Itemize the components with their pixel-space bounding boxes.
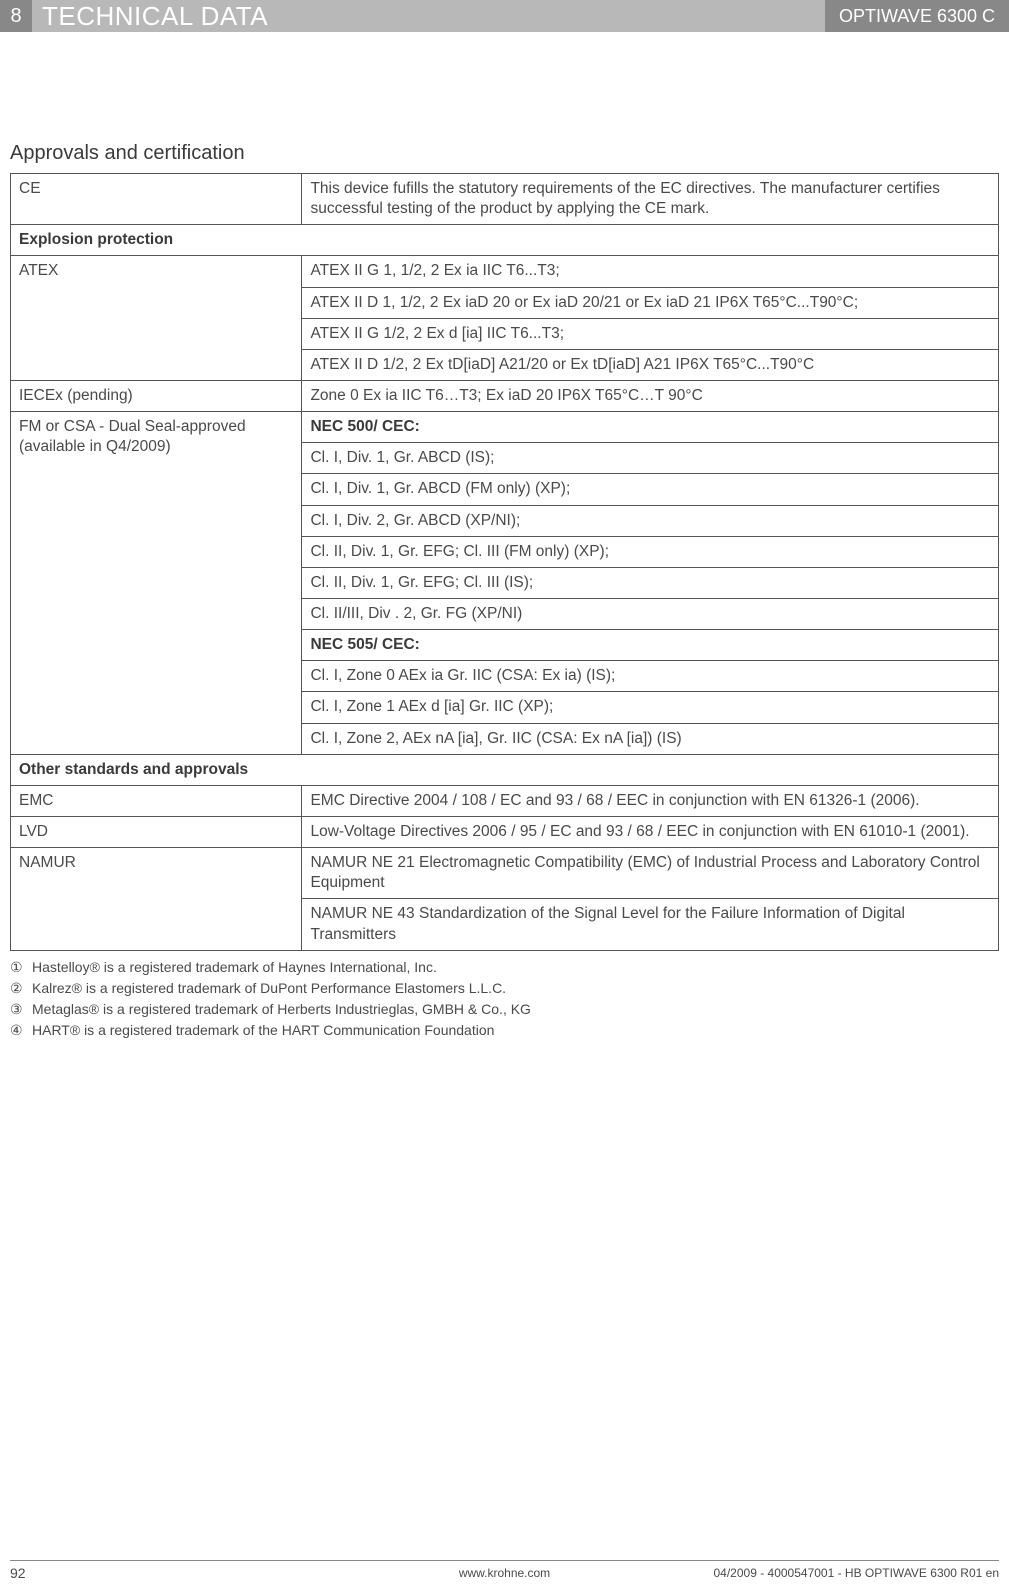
cell-value: Cl. II/III, Div . 2, Gr. FG (XP/NI): [302, 598, 999, 629]
doc-reference: 04/2009 - 4000547001 - HB OPTIWAVE 6300 …: [713, 1566, 999, 1580]
footnote-number: ②: [10, 978, 26, 999]
chapter-number: 8: [0, 0, 32, 32]
footnote-text: Kalrez® is a registered trademark of DuP…: [32, 978, 506, 999]
section-header-cell: Other standards and approvals: [11, 754, 999, 785]
footnote-text: HART® is a registered trademark of the H…: [32, 1020, 494, 1041]
cell-label: FM or CSA - Dual Seal-approved (availabl…: [11, 412, 302, 755]
cell-label: NAMUR: [11, 848, 302, 951]
table-row: IECEx (pending) Zone 0 Ex ia IIC T6…T3; …: [11, 380, 999, 411]
footnotes: ① Hastelloy® is a registered trademark o…: [10, 957, 999, 1041]
cell-value: EMC Directive 2004 / 108 / EC and 93 / 6…: [302, 785, 999, 816]
footnote: ② Kalrez® is a registered trademark of D…: [10, 978, 999, 999]
cell-value: Cl. I, Zone 0 AEx ia Gr. IIC (CSA: Ex ia…: [302, 661, 999, 692]
cell-subheader: NEC 505/ CEC:: [302, 630, 999, 661]
cell-value: Cl. II, Div. 1, Gr. EFG; Cl. III (FM onl…: [302, 536, 999, 567]
cell-value: NAMUR NE 21 Electromagnetic Compatibilit…: [302, 848, 999, 899]
footnote-text: Metaglas® is a registered trademark of H…: [32, 999, 531, 1020]
cell-value: Cl. I, Div. 1, Gr. ABCD (IS);: [302, 443, 999, 474]
footnote: ④ HART® is a registered trademark of the…: [10, 1020, 999, 1041]
cell-value: Cl. I, Zone 1 AEx d [ia] Gr. IIC (XP);: [302, 692, 999, 723]
page-footer: 92 www.krohne.com 04/2009 - 4000547001 -…: [10, 1560, 999, 1581]
cell-value: Zone 0 Ex ia IIC T6…T3; Ex iaD 20 IP6X T…: [302, 380, 999, 411]
product-name: OPTIWAVE 6300 C: [825, 0, 1009, 32]
table-row: LVD Low-Voltage Directives 2006 / 95 / E…: [11, 816, 999, 847]
cell-label: CE: [11, 174, 302, 225]
content-area: Approvals and certification CE This devi…: [0, 32, 1009, 1041]
cell-value: This device fufills the statutory requir…: [302, 174, 999, 225]
table-row: NAMUR NAMUR NE 21 Electromagnetic Compat…: [11, 848, 999, 899]
section-header-cell: Explosion protection: [11, 225, 999, 256]
table-row: ATEX ATEX II G 1, 1/2, 2 Ex ia IIC T6...…: [11, 256, 999, 287]
table-row: Other standards and approvals: [11, 754, 999, 785]
page-number: 92: [10, 1565, 26, 1581]
cell-label: IECEx (pending): [11, 380, 302, 411]
cell-label: LVD: [11, 816, 302, 847]
cell-subheader: NEC 500/ CEC:: [302, 412, 999, 443]
cell-value: Cl. I, Div. 2, Gr. ABCD (XP/NI);: [302, 505, 999, 536]
approvals-table: CE This device fufills the statutory req…: [10, 173, 999, 951]
cell-label: ATEX: [11, 256, 302, 381]
cell-value: Cl. II, Div. 1, Gr. EFG; Cl. III (IS);: [302, 567, 999, 598]
chapter-title: TECHNICAL DATA: [32, 0, 825, 32]
cell-value: ATEX II D 1, 1/2, 2 Ex iaD 20 or Ex iaD …: [302, 287, 999, 318]
footnote: ① Hastelloy® is a registered trademark o…: [10, 957, 999, 978]
cell-value: Low-Voltage Directives 2006 / 95 / EC an…: [302, 816, 999, 847]
footnote-text: Hastelloy® is a registered trademark of …: [32, 957, 437, 978]
cell-value: ATEX II G 1, 1/2, 2 Ex ia IIC T6...T3;: [302, 256, 999, 287]
footnote: ③ Metaglas® is a registered trademark of…: [10, 999, 999, 1020]
footnote-number: ①: [10, 957, 26, 978]
table-row: FM or CSA - Dual Seal-approved (availabl…: [11, 412, 999, 443]
footnote-number: ③: [10, 999, 26, 1020]
cell-value: NAMUR NE 43 Standardization of the Signa…: [302, 899, 999, 950]
page-header: 8 TECHNICAL DATA OPTIWAVE 6300 C: [0, 0, 1009, 32]
cell-value: ATEX II D 1/2, 2 Ex tD[iaD] A21/20 or Ex…: [302, 349, 999, 380]
table-row: Explosion protection: [11, 225, 999, 256]
cell-value: Cl. I, Zone 2, AEx nA [ia], Gr. IIC (CSA…: [302, 723, 999, 754]
footer-url: www.krohne.com: [459, 1566, 550, 1580]
cell-label: EMC: [11, 785, 302, 816]
footnote-number: ④: [10, 1020, 26, 1041]
cell-value: ATEX II G 1/2, 2 Ex d [ia] IIC T6...T3;: [302, 318, 999, 349]
section-title: Approvals and certification: [10, 142, 999, 165]
table-row: EMC EMC Directive 2004 / 108 / EC and 93…: [11, 785, 999, 816]
table-row: CE This device fufills the statutory req…: [11, 174, 999, 225]
cell-value: Cl. I, Div. 1, Gr. ABCD (FM only) (XP);: [302, 474, 999, 505]
